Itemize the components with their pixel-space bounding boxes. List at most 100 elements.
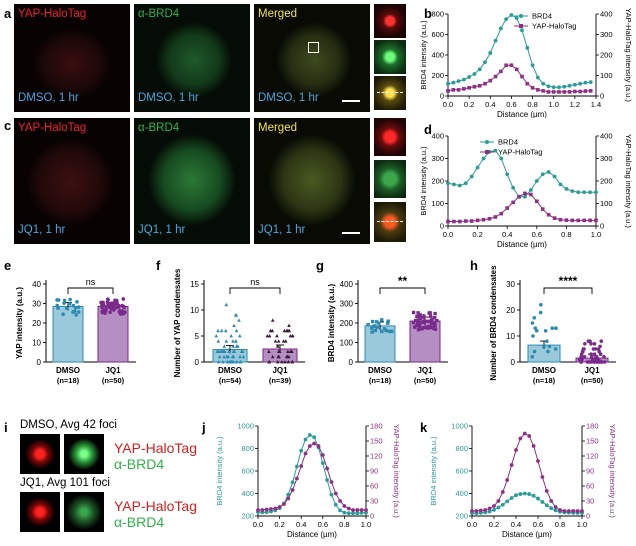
data-point <box>474 509 479 513</box>
y-tick-label: 400 <box>241 489 254 498</box>
data-point <box>225 360 230 364</box>
data-point <box>290 360 295 364</box>
data-point <box>325 466 330 471</box>
data-point <box>477 83 482 88</box>
avg-foci-brd4-dmso <box>64 434 104 474</box>
y-tick-label: 200 <box>431 71 444 80</box>
line-profile-marker <box>377 92 403 93</box>
y2-tick-label: 60 <box>586 482 594 491</box>
y-axis-label: Number of BRD4 condensates <box>489 265 498 381</box>
data-point <box>113 298 117 303</box>
y2-tick-label: 300 <box>600 30 613 39</box>
data-point <box>71 310 75 314</box>
data-point <box>543 329 548 333</box>
data-point <box>575 509 580 513</box>
data-point <box>551 90 556 94</box>
data-point <box>531 334 535 338</box>
inset-merged-dmso <box>374 76 406 110</box>
n-label: (n=54) <box>219 376 242 385</box>
data-point <box>346 511 351 516</box>
data-point <box>62 301 66 305</box>
data-point <box>514 16 519 20</box>
data-point <box>229 334 234 338</box>
data-point <box>504 17 509 22</box>
merged-label: Merged <box>258 8 297 20</box>
data-point <box>216 328 220 333</box>
data-point <box>342 504 347 508</box>
data-point <box>529 192 533 197</box>
y2-tick-label: 90 <box>370 467 378 476</box>
panel-label-e: e <box>4 258 12 273</box>
panel-label-f: f <box>156 258 161 273</box>
data-point <box>234 328 239 333</box>
data-point <box>535 199 539 204</box>
data-point <box>277 349 282 353</box>
legend-label: YAP-HaloTag <box>532 22 576 31</box>
data-point <box>578 81 583 86</box>
y2-tick-label: 300 <box>600 154 613 163</box>
data-point <box>553 505 558 509</box>
y-tick-label: 0 <box>440 222 444 231</box>
x-tick-label: 1.0 <box>591 230 601 239</box>
data-point <box>312 435 317 440</box>
data-point <box>282 328 287 333</box>
data-point <box>320 453 325 457</box>
y-tick-label: 0 <box>195 358 200 367</box>
data-point <box>290 349 294 353</box>
data-point <box>386 321 390 325</box>
data-point <box>433 311 437 316</box>
data-point <box>532 349 537 354</box>
data-point <box>539 303 543 307</box>
legend-label: YAP-HaloTag <box>498 148 542 157</box>
panel-i-yap-label: YAP-HaloTag <box>114 440 198 456</box>
data-point <box>270 318 275 322</box>
data-point <box>333 491 338 496</box>
data-point <box>522 431 527 436</box>
data-point <box>514 67 519 72</box>
data-point <box>226 354 230 359</box>
data-point <box>462 87 466 91</box>
data-point <box>377 321 381 325</box>
data-point <box>581 349 585 354</box>
data-point <box>359 508 364 512</box>
panel-i-jq1-title: JQ1, Avg 101 foci <box>20 477 110 489</box>
x-axis-label: Distance (µm) <box>502 530 552 539</box>
y-axis-label: Number of YAP condensates <box>173 268 182 377</box>
data-point <box>280 360 284 364</box>
data-point <box>231 354 236 359</box>
data-point <box>351 511 355 516</box>
series-line-yap <box>448 192 596 222</box>
data-point <box>583 342 587 346</box>
data-point <box>544 503 549 508</box>
data-point <box>593 357 598 362</box>
data-point <box>424 319 429 323</box>
data-point <box>214 334 219 338</box>
bar-dmso <box>52 305 84 363</box>
data-point <box>593 347 598 351</box>
data-point <box>290 334 295 338</box>
data-point <box>530 321 535 325</box>
significance-bracket <box>229 287 281 294</box>
y2-tick-label: 30 <box>370 497 378 506</box>
y-tick-label: 200 <box>455 512 468 521</box>
x-tick-label: 0.0 <box>443 100 453 109</box>
data-point <box>602 360 607 364</box>
merged-label: Merged <box>258 122 297 134</box>
legend-label: BRD4 <box>498 138 518 147</box>
y-tick-label: 800 <box>455 444 468 453</box>
data-point <box>276 339 281 343</box>
avg-foci-yap-dmso <box>20 434 60 474</box>
data-point <box>366 323 370 327</box>
data-point <box>221 349 226 353</box>
data-point <box>374 320 379 324</box>
data-point <box>104 305 109 309</box>
data-point <box>538 310 543 315</box>
data-point <box>541 89 545 93</box>
x-axis-label: Distance (µm) <box>497 240 547 249</box>
panel-label-b: b <box>424 6 432 21</box>
data-point <box>260 508 265 512</box>
data-point <box>422 314 426 318</box>
data-point <box>452 219 456 224</box>
data-point <box>551 85 556 90</box>
data-point <box>224 339 229 343</box>
